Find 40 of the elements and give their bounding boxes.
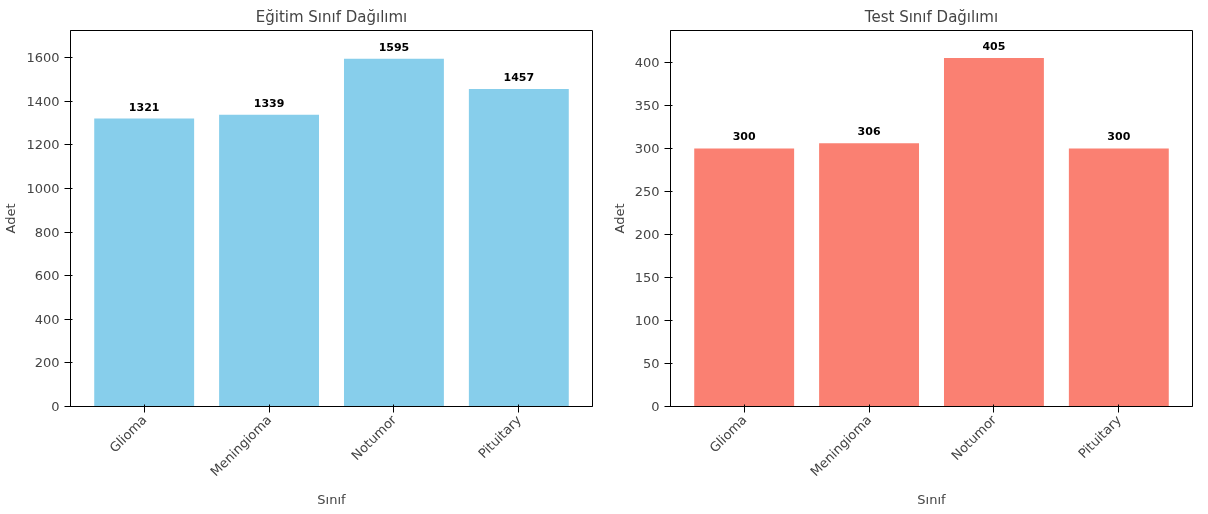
data-label: 405 bbox=[982, 40, 1006, 54]
y-tick-label: 350 bbox=[634, 97, 660, 113]
bar bbox=[819, 143, 920, 407]
y-tick-label: 0 bbox=[651, 399, 660, 414]
y-tick-label: 0 bbox=[51, 399, 60, 414]
y-tick-label: 200 bbox=[34, 355, 60, 371]
y-tick-label: 400 bbox=[634, 54, 660, 70]
y-tick-label: 1200 bbox=[26, 137, 60, 153]
y-tick-label: 100 bbox=[634, 312, 660, 328]
bar bbox=[94, 118, 195, 407]
data-label: 1321 bbox=[128, 100, 160, 114]
y-tick-label: 400 bbox=[34, 311, 60, 327]
y-tick-label: 50 bbox=[642, 355, 660, 371]
y-axis-title: Adet bbox=[611, 203, 627, 234]
y-tick-label: 250 bbox=[634, 183, 660, 199]
bar bbox=[343, 58, 444, 407]
y-tick-label: 300 bbox=[634, 140, 660, 156]
y-tick-label: 200 bbox=[634, 226, 660, 242]
chart-title: Eğitim Sınıf Dağılımı bbox=[255, 7, 408, 26]
bar bbox=[1068, 148, 1169, 407]
data-label: 1595 bbox=[378, 40, 410, 54]
x-axis-title: Sınıf bbox=[917, 492, 947, 508]
y-tick-label: 800 bbox=[34, 224, 60, 240]
data-label: 1457 bbox=[503, 70, 535, 84]
bar bbox=[219, 114, 320, 407]
data-label: 306 bbox=[857, 125, 881, 139]
y-tick-label: 150 bbox=[634, 269, 660, 285]
data-label: 300 bbox=[1107, 130, 1131, 144]
data-label: 1339 bbox=[253, 96, 285, 110]
y-tick-label: 600 bbox=[34, 268, 60, 284]
data-label: 300 bbox=[732, 130, 757, 144]
chart-title: Test Sınıf Dağılımı bbox=[863, 7, 999, 26]
bar bbox=[943, 58, 1044, 407]
y-tick-label: 1400 bbox=[26, 93, 60, 109]
y-tick-label: 1000 bbox=[26, 181, 60, 197]
bar bbox=[468, 88, 569, 407]
y-axis-title: Adet bbox=[3, 203, 19, 234]
bar bbox=[694, 148, 795, 407]
x-axis-title: Sınıf bbox=[317, 492, 347, 508]
y-tick-label: 1600 bbox=[26, 50, 60, 66]
